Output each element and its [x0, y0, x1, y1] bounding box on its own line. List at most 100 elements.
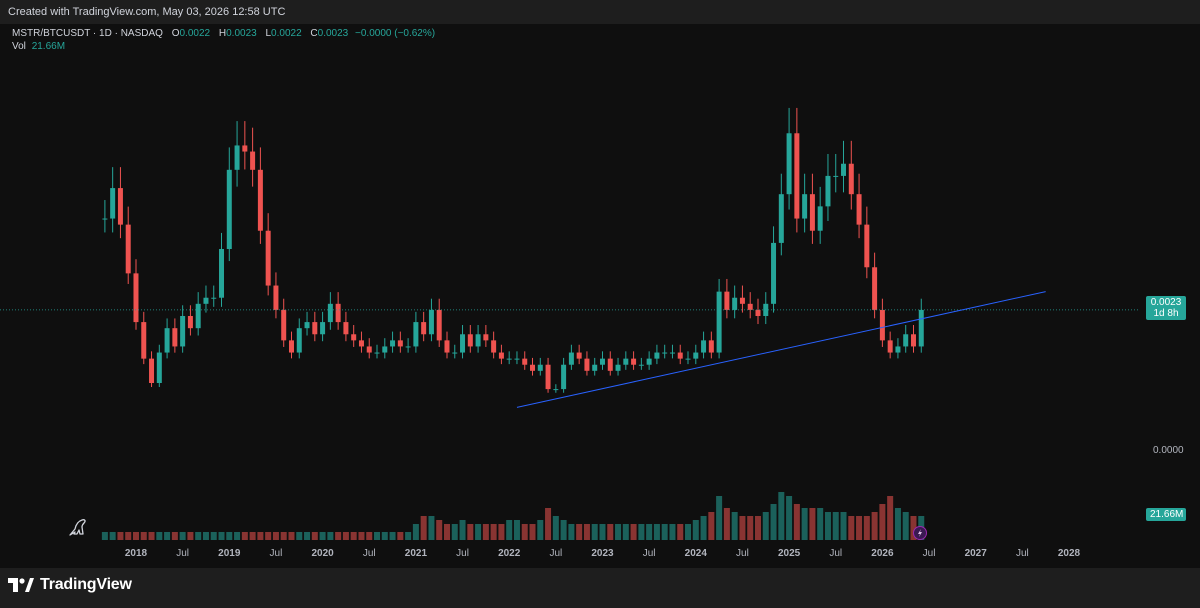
- candle-body: [514, 358, 520, 360]
- candle-body: [817, 206, 823, 231]
- time-tick-label: Jul: [736, 548, 749, 559]
- candle-body: [903, 334, 909, 347]
- volume-bar: [156, 532, 163, 540]
- flash-icon: [913, 526, 927, 540]
- symbol-label[interactable]: MSTR/BTCUSDT · 1D · NASDAQ: [12, 28, 163, 39]
- time-tick-label: 2021: [405, 548, 428, 559]
- candle-body: [288, 340, 294, 353]
- volume-bar: [443, 524, 450, 540]
- candle-body: [568, 352, 574, 365]
- candle-body: [848, 163, 854, 195]
- candle-body: [561, 364, 567, 390]
- volume-bar: [521, 524, 528, 540]
- volume-bar: [164, 532, 171, 540]
- candle-body: [623, 358, 629, 365]
- volume-bar: [809, 508, 816, 540]
- volume-bar: [210, 532, 217, 540]
- candle-body: [825, 175, 831, 207]
- candle-body: [250, 151, 256, 170]
- candle-body: [102, 218, 108, 220]
- volume-bar: [871, 512, 878, 540]
- candle-body: [491, 340, 497, 353]
- high-label: H: [218, 28, 227, 39]
- volume-badge: 21.66M: [1146, 508, 1186, 521]
- volume-bar: [661, 524, 668, 540]
- volume-bar: [646, 524, 653, 540]
- volume-bar: [350, 532, 357, 540]
- time-tick-label: 2028: [1058, 548, 1081, 559]
- open-value: 0.0022: [179, 28, 211, 39]
- candle-body: [467, 334, 473, 347]
- candle-body: [273, 285, 279, 310]
- candle-body: [592, 364, 598, 371]
- watermark-header: Created with TradingView.com, May 03, 20…: [0, 0, 1200, 24]
- candle-body: [654, 352, 660, 359]
- change-value: −0.0000 (−0.62%): [355, 28, 436, 39]
- volume-bar: [832, 512, 839, 540]
- candle-body: [693, 352, 699, 359]
- candle-body: [226, 169, 232, 249]
- candle-body: [343, 322, 349, 335]
- candle-body: [794, 133, 800, 219]
- candle-body: [444, 340, 450, 353]
- candle-body: [195, 303, 201, 329]
- candle-body: [475, 334, 481, 347]
- tradingview-logo-icon: [8, 578, 34, 592]
- chart-frame[interactable]: 2018 Jul 2019 Jul 2020 Jul 2021 Jul 2022 Jul 2023 J…: [0, 24, 1200, 568]
- time-tick-label: 2023: [591, 548, 614, 559]
- volume-bar: [840, 512, 847, 540]
- volume-bar: [405, 532, 412, 540]
- candle-body: [366, 346, 372, 353]
- time-tick-label: Jul: [829, 548, 842, 559]
- price-chart[interactable]: 2018 Jul 2019 Jul 2020 Jul 2021 Jul 2022 Jul 2023 J…: [0, 24, 1200, 568]
- candle-body: [405, 346, 411, 348]
- candle-body: [312, 322, 318, 335]
- time-tick-label: 2018: [125, 548, 148, 559]
- candle-body: [841, 163, 847, 176]
- time-tick-label: Jul: [923, 548, 936, 559]
- candle-body: [864, 224, 870, 268]
- candle-body: [390, 340, 396, 347]
- trendline: [516, 291, 1046, 408]
- volume-bar: [319, 532, 326, 540]
- candle-body: [607, 358, 613, 371]
- candle-body: [483, 334, 489, 341]
- candle-body: [133, 273, 139, 323]
- pine-icon: [69, 519, 86, 536]
- volume-bar: [187, 532, 194, 540]
- candle-body: [677, 352, 683, 359]
- volume-bar: [109, 532, 116, 540]
- volume-bar: [529, 524, 536, 540]
- candle-body: [374, 352, 380, 354]
- time-tick-label: Jul: [176, 548, 189, 559]
- volume-bar: [716, 496, 723, 540]
- candle-body: [428, 309, 434, 335]
- volume-bar: [708, 512, 715, 540]
- time-tick-label: Jul: [643, 548, 656, 559]
- time-tick-label: 2024: [685, 548, 708, 559]
- candle-body: [358, 340, 364, 347]
- volume-bar: [482, 524, 489, 540]
- candle-body: [545, 364, 551, 390]
- volume-bar: [863, 516, 870, 540]
- candle-body: [125, 224, 131, 274]
- candle-body: [724, 291, 730, 310]
- candle-body: [382, 346, 388, 353]
- tradingview-logo[interactable]: TradingView: [8, 576, 132, 594]
- volume-bar: [887, 496, 894, 540]
- time-tick-label: 2022: [498, 548, 521, 559]
- volume-bar: [226, 532, 233, 540]
- close-value: 0.0023: [317, 28, 349, 39]
- volume-bar: [374, 532, 381, 540]
- volume-bar: [731, 512, 738, 540]
- volume-bar: [754, 516, 761, 540]
- legend-ohlc: MSTR/BTCUSDT · 1D · NASDAQ O0.0022 H0.00…: [12, 28, 435, 39]
- volume-bar: [280, 532, 287, 540]
- candle-body: [452, 352, 458, 354]
- volume-bar: [537, 520, 544, 540]
- candle-body: [506, 358, 512, 360]
- candle-body: [149, 358, 155, 383]
- candle-body: [351, 334, 357, 341]
- volume-bar: [902, 512, 909, 540]
- candle-body: [669, 352, 675, 354]
